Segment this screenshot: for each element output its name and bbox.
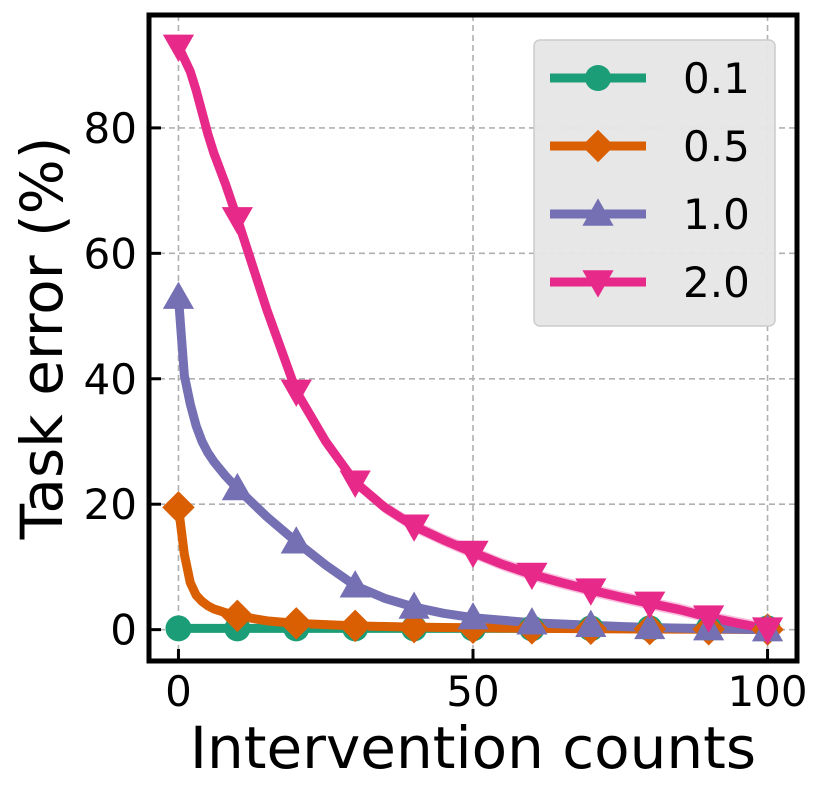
y-tick-label: 40 <box>84 355 137 404</box>
marker-2.0 <box>162 34 195 62</box>
marker-1.0 <box>516 607 548 635</box>
marker-1.0 <box>339 570 371 598</box>
marker-0.5 <box>397 610 431 644</box>
marker-1.0 <box>162 281 195 309</box>
marker-2.0 <box>339 470 371 498</box>
marker-2.0 <box>575 578 607 606</box>
marker-1.0 <box>634 611 666 640</box>
marker-2.0 <box>457 540 489 569</box>
y-tick-label: 80 <box>84 104 137 153</box>
marker-2.0 <box>516 562 548 591</box>
x-tick-label: 100 <box>727 667 807 716</box>
marker-0.5 <box>338 609 372 643</box>
marker-1.0 <box>398 591 430 619</box>
legend-box <box>533 39 776 327</box>
marker-1.0 <box>575 609 607 637</box>
marker-2.0 <box>398 514 430 542</box>
legend-label: 0.5 <box>683 122 750 171</box>
marker-2.0 <box>634 591 666 619</box>
y-tick-label: 60 <box>84 229 137 278</box>
legend-label: 0.1 <box>683 54 750 103</box>
y-tick-label: 20 <box>84 480 137 529</box>
axis-ticks: 0 50 100 0 20 40 60 80 <box>84 104 808 716</box>
legend: 0.1 0.5 1.0 2.0 <box>533 39 776 327</box>
y-tick-label: 0 <box>110 606 137 655</box>
legend-marker-2.0 <box>582 270 614 298</box>
marker-0.5 <box>280 607 313 640</box>
marker-1.0 <box>457 602 489 630</box>
series-markers <box>162 34 784 646</box>
marker-2.0 <box>693 605 725 633</box>
marker-0.1 <box>165 615 192 642</box>
marker-2.0 <box>280 379 312 407</box>
legend-label: 2.0 <box>683 258 750 307</box>
marker-0.5 <box>221 599 254 633</box>
y-axis-label: Task error (%) <box>8 137 76 541</box>
marker-2.0 <box>221 207 253 235</box>
legend-label: 1.0 <box>683 190 750 239</box>
marker-2.0 <box>751 617 784 645</box>
x-tick-label: 50 <box>446 667 499 716</box>
marker-0.5 <box>162 491 195 524</box>
x-tick-label: 0 <box>165 667 192 716</box>
legend-marker-0.1 <box>585 65 611 91</box>
x-axis-label: Intervention counts <box>190 714 756 782</box>
legend-marker-1.0 <box>582 198 614 226</box>
marker-1.0 <box>280 526 312 554</box>
legend-marker-0.5 <box>581 129 615 163</box>
marker-1.0 <box>221 472 253 501</box>
